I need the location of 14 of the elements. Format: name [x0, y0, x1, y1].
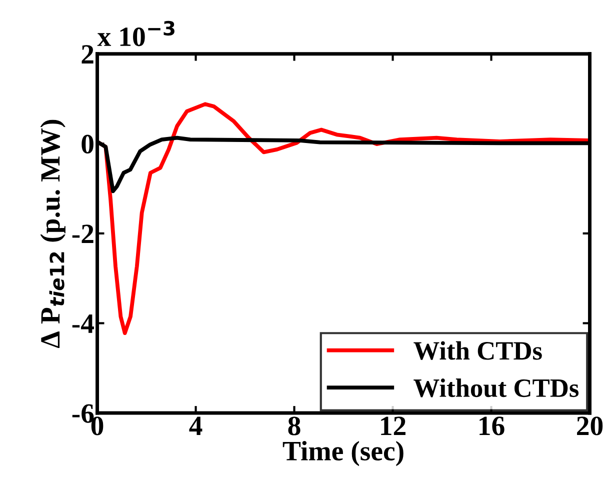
x-axis-title: Time (sec): [282, 440, 404, 466]
legend-label: Without CTDs: [414, 378, 579, 398]
y-tick-label: -4: [72, 314, 94, 333]
y-tick-label: 0: [82, 134, 94, 154]
x-tick-label: 8: [288, 416, 300, 436]
x-tick-label: 20: [577, 416, 603, 436]
y-tick-label: 2: [82, 45, 94, 64]
y-tick-label: -2: [72, 224, 94, 244]
x-tick-label: 12: [381, 416, 406, 436]
legend-label: With CTDs: [414, 341, 542, 360]
y-axis-title: Δ P$_{tie12}$ (p.u. MW): [40, 120, 66, 348]
x-tick-label: 4: [189, 416, 202, 436]
text: x 10$^{−3}$: [97, 20, 174, 46]
x-tick-label: 16: [480, 416, 504, 436]
